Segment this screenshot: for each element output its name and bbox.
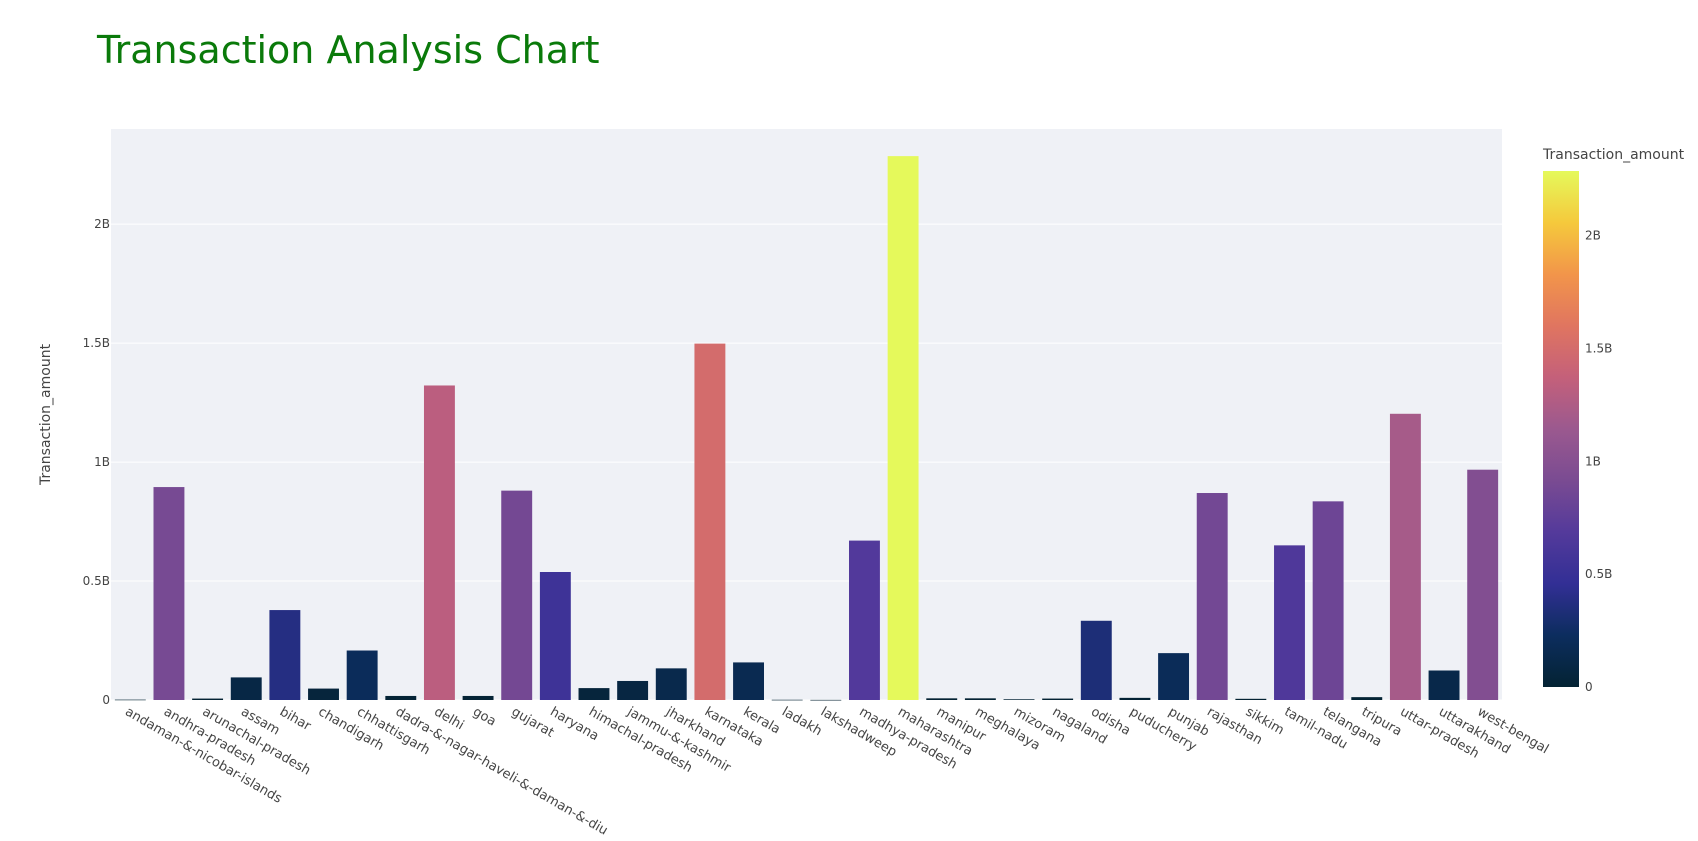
y-tick-label: 0 (102, 693, 110, 707)
x-tick-label: goa (470, 704, 498, 729)
bar-haryana[interactable] (539, 572, 571, 700)
bar-madhya-pradesh[interactable] (849, 540, 880, 700)
colorbar-tick-label: 0 (1585, 680, 1593, 694)
colorbar (1543, 171, 1579, 687)
bar-manipur[interactable] (926, 698, 958, 700)
bar-bihar[interactable] (269, 610, 301, 700)
bar-telangana[interactable] (1312, 501, 1344, 700)
bar-rajasthan[interactable] (1196, 493, 1228, 700)
bar-andaman-&-nicobar-islands[interactable] (114, 699, 146, 701)
bar-andhra-pradesh[interactable] (153, 487, 185, 700)
colorbar-tick-label: 0.5B (1585, 567, 1612, 581)
bar-goa[interactable] (462, 695, 494, 700)
colorbar-title: Transaction_amount (1542, 147, 1685, 163)
bar-sikkim[interactable] (1235, 698, 1267, 700)
bar-ladakh[interactable] (771, 699, 803, 701)
bar-odisha[interactable] (1080, 620, 1112, 700)
bar-tripura[interactable] (1351, 697, 1383, 700)
y-tick-label: 2B (94, 217, 110, 231)
bar-tamil-nadu[interactable] (1274, 545, 1305, 700)
bar-chandigarh[interactable] (308, 688, 339, 700)
y-axis-ticks: 0 0.5B 1B 1.5B 2B (83, 217, 110, 707)
bar-dadra-&-nagar-haveli-&-daman-&-diu[interactable] (385, 695, 417, 700)
bar-meghalaya[interactable] (964, 698, 996, 700)
bar-delhi[interactable] (423, 385, 455, 700)
x-tick-label: gujarat (509, 704, 557, 740)
bar-west-bengal[interactable] (1467, 469, 1499, 700)
x-tick-label: bihar (277, 704, 314, 734)
colorbar-ticks: 0 0.5B 1B 1.5B 2B (1585, 229, 1612, 694)
bar-maharashtra[interactable] (887, 156, 919, 700)
bar-kerala[interactable] (733, 662, 764, 700)
y-tick-label: 1B (94, 455, 110, 469)
colorbar-tick-label: 1.5B (1585, 341, 1612, 355)
bar-puducherry[interactable] (1119, 697, 1151, 700)
bar-karnataka[interactable] (694, 343, 726, 700)
bar-nagaland[interactable] (1042, 698, 1074, 700)
bar-himachal-pradesh[interactable] (578, 688, 610, 700)
colorbar-tick-label: 2B (1585, 229, 1601, 243)
y-tick-label: 1.5B (83, 336, 110, 350)
x-axis-ticks: andaman-&-nicobar-islandsandhra-pradesha… (122, 704, 1551, 839)
bar-uttar-pradesh[interactable] (1389, 413, 1421, 700)
bar-arunachal-pradesh[interactable] (192, 698, 224, 700)
bar-chhattisgarh[interactable] (346, 650, 378, 700)
x-tick-label: ladakh (779, 704, 824, 739)
gridlines (111, 223, 1502, 701)
chart-title: Transaction Analysis Chart (97, 28, 600, 72)
bar-assam[interactable] (230, 677, 262, 700)
bar-jharkhand[interactable] (655, 668, 687, 700)
colorbar-tick-label: 1B (1585, 454, 1601, 468)
bars (114, 156, 1499, 701)
bar-jammu-&-kashmir[interactable] (617, 680, 649, 700)
y-axis-title: Transaction_amount (38, 343, 54, 486)
bar-lakshadweep[interactable] (810, 699, 842, 701)
bar-mizoram[interactable] (1003, 699, 1035, 700)
bar-punjab[interactable] (1158, 653, 1190, 700)
bar-gujarat[interactable] (501, 490, 533, 700)
bar-uttarakhand[interactable] (1428, 670, 1460, 700)
y-tick-label: 0.5B (83, 574, 110, 588)
